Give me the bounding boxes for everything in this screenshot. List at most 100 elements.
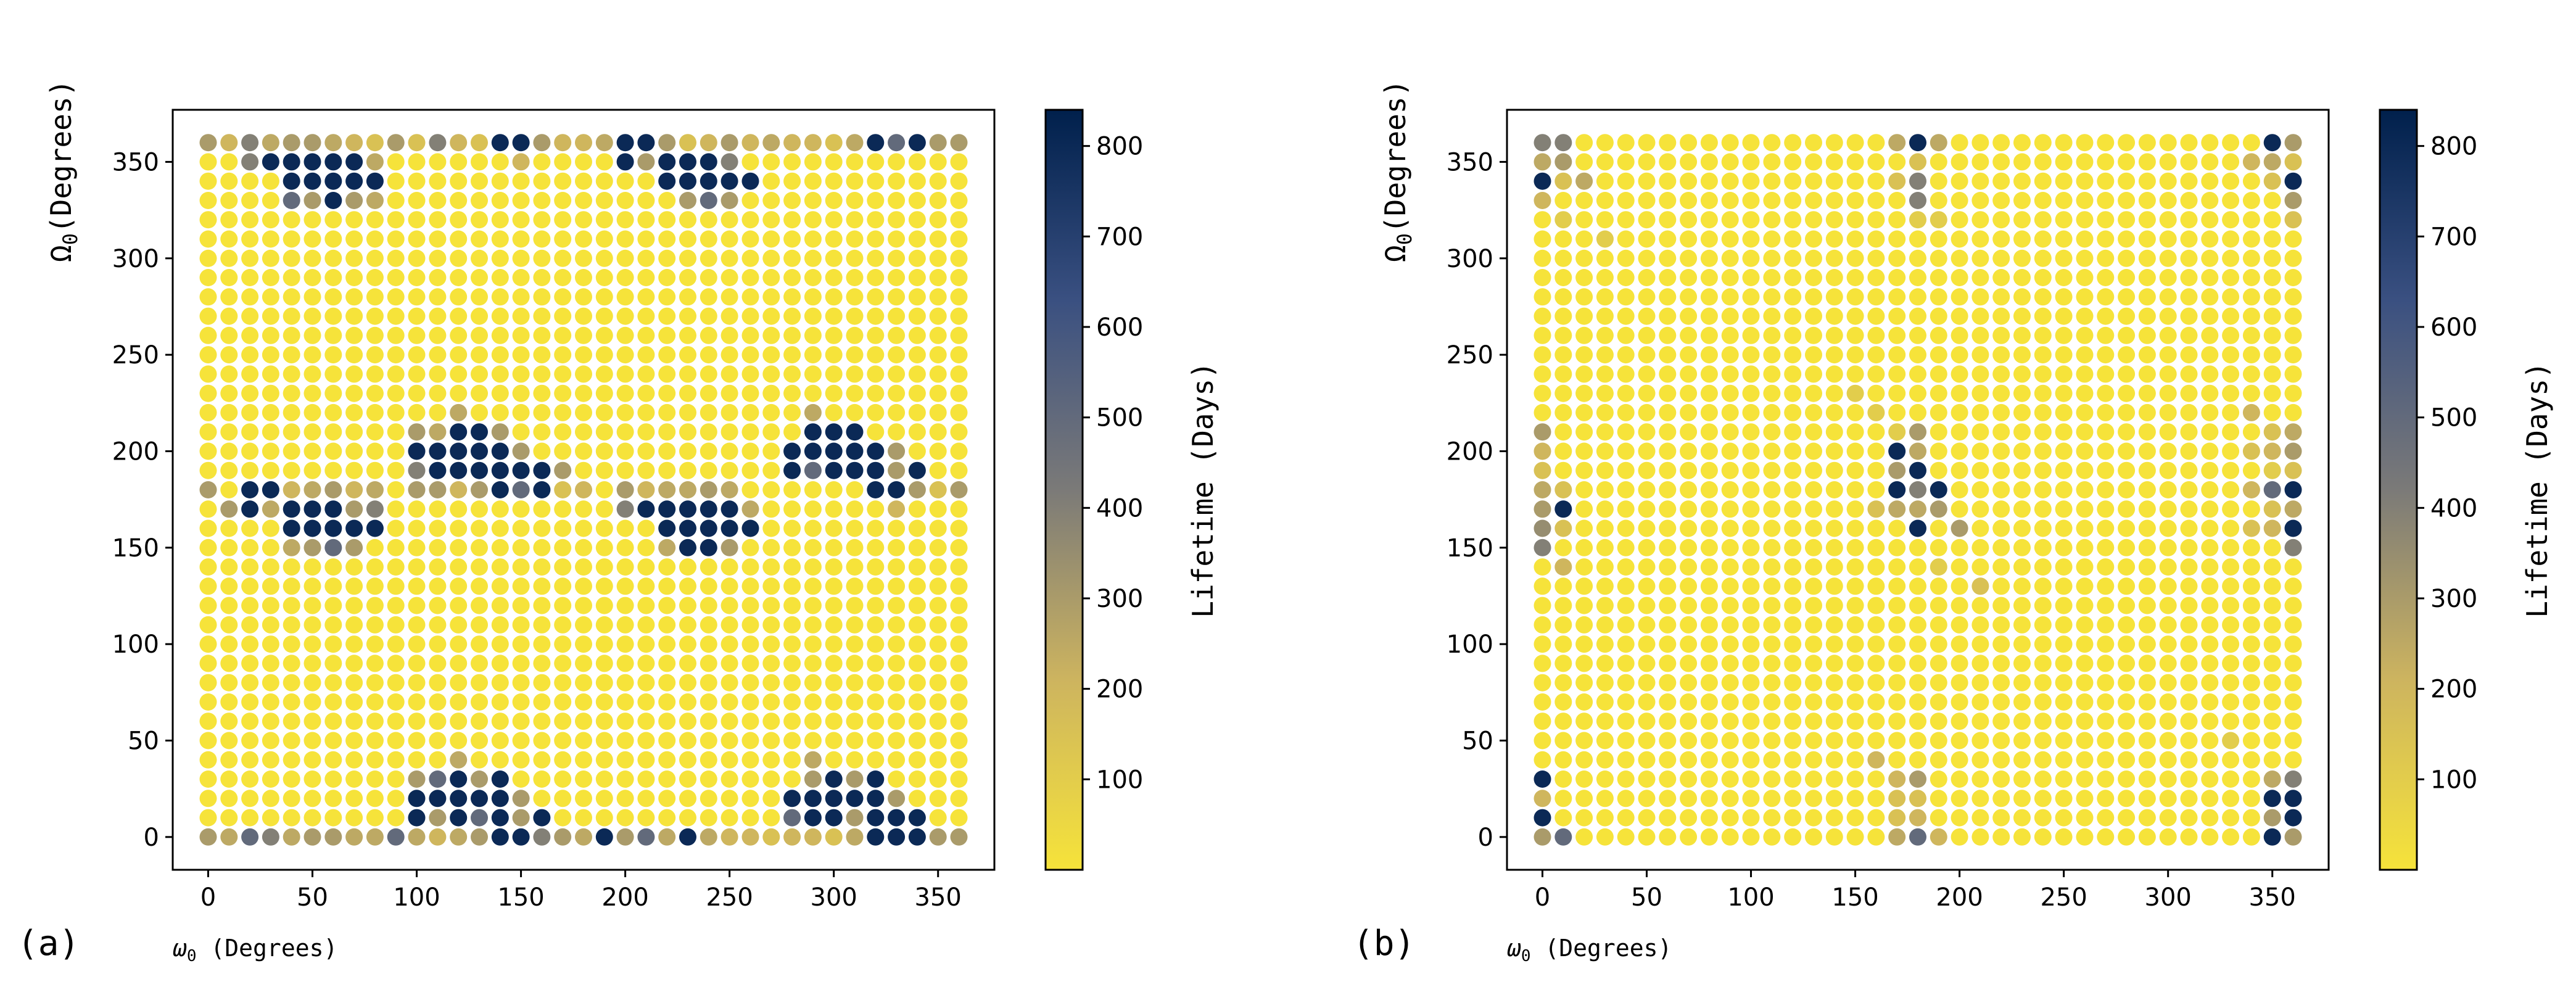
data-point — [595, 655, 613, 672]
data-point — [1680, 770, 1698, 788]
data-point — [2159, 269, 2177, 286]
data-point — [1700, 828, 1718, 846]
data-point — [1763, 230, 1781, 248]
data-point — [846, 423, 864, 441]
data-point — [1784, 539, 1802, 556]
data-point — [1534, 384, 1551, 402]
data-point — [1971, 192, 1989, 209]
data-point — [1992, 751, 2010, 769]
y-tick-label: 0 — [1478, 824, 1493, 852]
data-point — [595, 693, 613, 711]
data-point — [741, 635, 759, 653]
data-point — [491, 230, 509, 248]
data-point — [1784, 346, 1802, 364]
data-point — [1742, 365, 1760, 383]
x-tick-label: 150 — [1831, 883, 1878, 912]
data-point — [1700, 500, 1718, 518]
data-point — [2097, 500, 2115, 518]
data-point — [888, 307, 906, 325]
data-point — [1763, 597, 1781, 614]
data-point — [408, 423, 426, 441]
data-point — [1596, 597, 1614, 614]
data-point — [1825, 365, 1843, 383]
data-point — [471, 539, 488, 556]
data-point — [2159, 153, 2177, 171]
data-point — [512, 500, 530, 518]
data-point — [700, 192, 717, 209]
data-point — [720, 597, 738, 614]
data-point — [491, 365, 509, 383]
data-point — [262, 635, 279, 653]
data-point — [2013, 751, 2031, 769]
data-point — [867, 384, 885, 402]
data-point — [262, 693, 279, 711]
data-point — [2013, 192, 2031, 209]
data-point — [1992, 828, 2010, 846]
data-point — [2263, 558, 2281, 576]
data-point — [783, 809, 801, 827]
data-point — [387, 384, 405, 402]
data-point — [2242, 269, 2260, 286]
data-point — [908, 597, 926, 614]
data-point — [762, 288, 780, 306]
data-point — [1763, 423, 1781, 441]
scatter-points — [199, 134, 968, 846]
data-point — [262, 577, 279, 595]
data-point — [1846, 616, 1864, 634]
data-point — [720, 288, 738, 306]
data-point — [1784, 481, 1802, 498]
data-point — [408, 153, 426, 171]
data-point — [679, 269, 696, 286]
data-point — [491, 635, 509, 653]
data-point — [2180, 635, 2198, 653]
data-point — [429, 751, 447, 769]
data-point — [1721, 751, 1739, 769]
data-point — [241, 828, 259, 846]
data-point — [804, 307, 822, 325]
data-point — [762, 423, 780, 441]
data-point — [1784, 403, 1802, 421]
data-point — [303, 307, 321, 325]
data-point — [2180, 249, 2198, 267]
data-point — [387, 326, 405, 344]
data-point — [2159, 577, 2177, 595]
data-point — [471, 403, 488, 421]
data-point — [262, 751, 279, 769]
data-point — [1909, 192, 1926, 209]
data-point — [1971, 751, 1989, 769]
data-point — [2222, 481, 2240, 498]
data-point — [1721, 269, 1739, 286]
data-point — [1680, 809, 1698, 827]
data-point — [2097, 616, 2115, 634]
data-point — [908, 790, 926, 807]
data-point — [387, 230, 405, 248]
data-point — [2242, 674, 2260, 692]
data-point — [554, 655, 572, 672]
data-point — [2055, 712, 2073, 730]
data-point — [1700, 539, 1718, 556]
data-point — [804, 635, 822, 653]
data-point — [2055, 558, 2073, 576]
data-point — [429, 134, 447, 152]
data-point — [324, 558, 342, 576]
data-point — [387, 577, 405, 595]
data-point — [595, 461, 613, 479]
data-point — [700, 500, 717, 518]
data-point — [220, 365, 238, 383]
data-point — [595, 751, 613, 769]
data-point — [1554, 732, 1572, 750]
data-point — [2034, 403, 2052, 421]
data-point — [324, 674, 342, 692]
data-point — [679, 616, 696, 634]
data-point — [2118, 481, 2136, 498]
data-point — [366, 770, 384, 788]
data-point — [1659, 326, 1677, 344]
data-point — [2118, 288, 2136, 306]
data-point — [720, 828, 738, 846]
data-point — [1763, 635, 1781, 653]
data-point — [595, 153, 613, 171]
data-point — [1596, 249, 1614, 267]
data-point — [616, 674, 634, 692]
data-point — [408, 751, 426, 769]
data-point — [804, 461, 822, 479]
